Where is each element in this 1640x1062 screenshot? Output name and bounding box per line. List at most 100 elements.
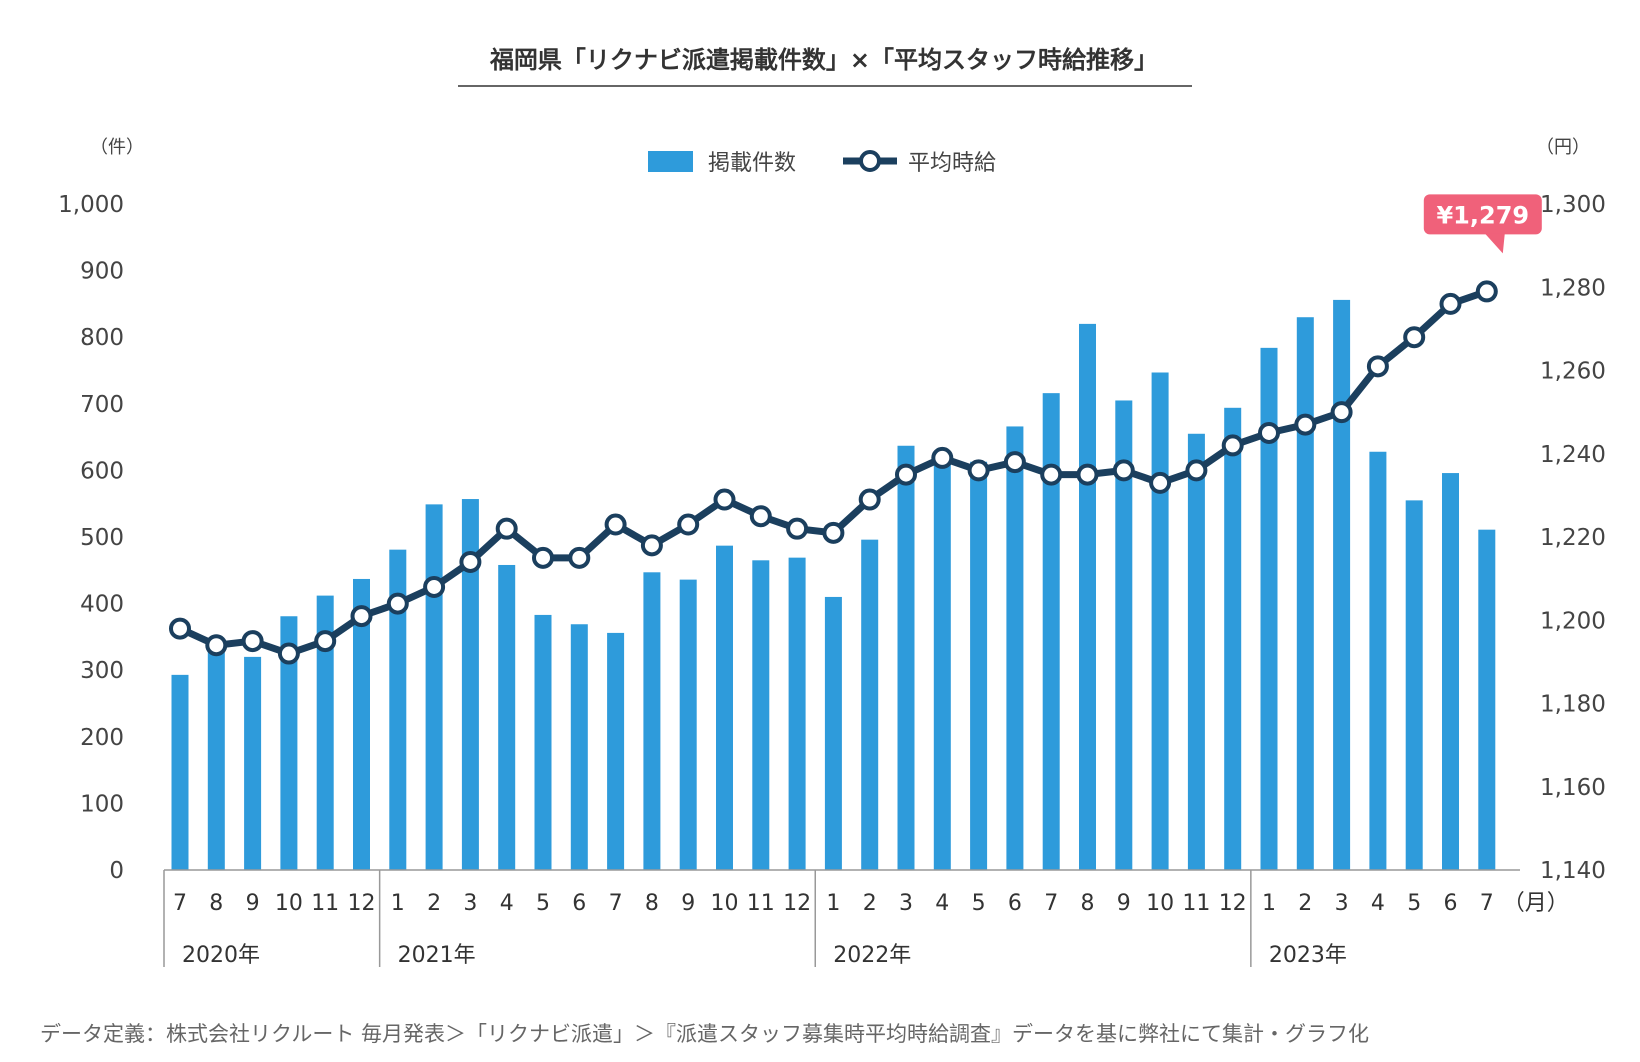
line-point [967, 459, 990, 482]
left-tick-label: 600 [80, 458, 124, 484]
bar [1079, 323, 1096, 870]
bar [207, 644, 225, 870]
line-point [1258, 421, 1280, 444]
line-series [169, 280, 1498, 665]
line-point [423, 575, 446, 598]
month-label: 2 [1298, 891, 1312, 916]
line-point [786, 517, 809, 540]
line-point [713, 488, 736, 511]
line-point [604, 513, 627, 536]
right-tick-label: 1,140 [1540, 858, 1606, 884]
right-tick-label: 1,220 [1540, 525, 1606, 551]
month-label: 12 [1219, 891, 1247, 916]
x-axis: 7 8 9 10 11 12 1 2 3 4 5 6 7 8 9 10 11 12 1 2 3 4 5 6 7 8 9 10 11 12 1… [163, 869, 1569, 968]
bar [1151, 372, 1169, 870]
line-point [459, 550, 482, 573]
bar [788, 557, 806, 870]
month-label: 4 [500, 891, 514, 916]
line-point [241, 630, 264, 653]
left-tick-label: 900 [80, 259, 124, 285]
month-label: 5 [1407, 891, 1421, 916]
month-label: 11 [1182, 891, 1210, 916]
bar [316, 595, 334, 870]
left-tick-label: 0 [109, 858, 124, 884]
legend: 掲載件数 平均時給 [648, 150, 996, 176]
callout-pointer [1484, 233, 1505, 254]
line-point [749, 505, 772, 528]
right-tick-label: 1,240 [1540, 442, 1606, 468]
right-tick-label: 1,180 [1540, 692, 1606, 718]
line-point [568, 546, 591, 569]
right-axis-ticks: 1,140 1,160 1,180 1,200 1,220 1,240 1,260 1,280… [1540, 192, 1606, 884]
line-point [822, 521, 845, 544]
line-point [1003, 451, 1026, 474]
left-axis-ticks: 0 100 200 300 400 500 600 700 800 900 1,000 [58, 192, 124, 884]
month-label: 2 [863, 891, 877, 916]
month-label: 12 [348, 891, 376, 916]
left-tick-label: 300 [80, 658, 124, 684]
bar [716, 545, 733, 870]
year-label: 2020年 [182, 943, 260, 968]
month-unit: （月） [1503, 891, 1569, 916]
legend-bar-label: 掲載件数 [708, 151, 796, 176]
line-point [677, 513, 700, 536]
month-label: 5 [536, 891, 550, 916]
month-label: 9 [1117, 891, 1131, 916]
line-point [386, 592, 409, 615]
legend-line-label: 平均時給 [908, 151, 996, 176]
bar [461, 499, 479, 870]
left-tick-label: 1,000 [58, 192, 124, 218]
bar [1405, 500, 1423, 870]
month-label: 11 [311, 891, 339, 916]
callout: ¥1,279 [1423, 194, 1542, 254]
month-label: 7 [609, 891, 623, 916]
left-axis-unit: （件） [90, 137, 144, 158]
month-label: 6 [572, 891, 586, 916]
left-tick-label: 100 [80, 791, 124, 817]
month-label: 5 [972, 891, 986, 916]
line-point [1439, 292, 1462, 315]
bar [570, 624, 588, 870]
bar [1042, 393, 1060, 870]
month-label: 9 [681, 891, 695, 916]
month-label: 8 [209, 891, 223, 916]
bar [679, 579, 697, 870]
bar [1296, 317, 1314, 871]
year-label: 2021年 [398, 943, 476, 968]
bar-series [171, 299, 1496, 871]
right-tick-label: 1,160 [1540, 775, 1606, 801]
right-tick-label: 1,260 [1540, 359, 1606, 385]
line-point [931, 446, 954, 469]
left-tick-label: 500 [80, 525, 124, 551]
line-point [858, 488, 881, 511]
bar [389, 549, 407, 870]
bar [607, 632, 625, 870]
left-tick-label: 800 [80, 325, 124, 351]
month-label: 9 [246, 891, 260, 916]
line-point [1185, 459, 1208, 482]
month-label: 3 [899, 891, 913, 916]
line-point [169, 617, 191, 640]
line-point [895, 463, 917, 486]
line-point [1330, 401, 1353, 424]
bar [1115, 400, 1133, 870]
month-label: 7 [1044, 891, 1058, 916]
right-axis-unit: （円） [1536, 137, 1590, 158]
bar [897, 445, 915, 870]
bar [244, 656, 262, 870]
month-label: 3 [1335, 891, 1349, 916]
month-label: 11 [747, 891, 775, 916]
line-point [640, 534, 663, 557]
month-label: 6 [1008, 891, 1022, 916]
bar [498, 564, 516, 870]
line-point [495, 517, 518, 540]
bar [425, 504, 443, 870]
month-label: 3 [463, 891, 477, 916]
bar [1187, 433, 1205, 870]
bar [933, 461, 951, 870]
left-tick-label: 700 [80, 392, 124, 418]
month-label: 4 [1371, 891, 1385, 916]
line-point [1112, 459, 1135, 482]
month-label: 10 [275, 891, 303, 916]
